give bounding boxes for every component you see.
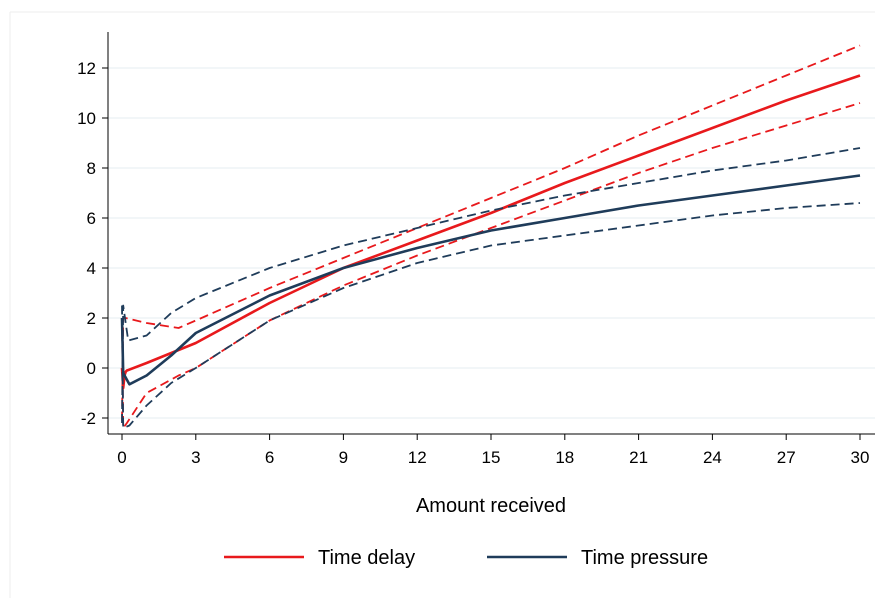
- x-tick-label: 24: [703, 448, 722, 467]
- y-tick-label: -2: [81, 409, 96, 428]
- series-line-time-pressure: [120, 174, 861, 386]
- x-tick-label: 18: [555, 448, 574, 467]
- series-line-time-delay-upper-ci: [121, 44, 861, 421]
- x-tick-label: 30: [851, 448, 870, 467]
- series-line-time-pressure-upper-ci: [121, 147, 861, 424]
- y-tick-label: 10: [77, 109, 96, 128]
- series-line-time-delay-lower-ci: [121, 102, 861, 429]
- grid-lines: [108, 67, 875, 419]
- legend-label-time-delay: Time delay: [318, 547, 415, 569]
- y-ticks: -2 0 2 4 6 8 10 12: [77, 59, 108, 428]
- series-lines: [120, 44, 861, 429]
- legend-label-time-pressure: Time pressure: [581, 547, 708, 569]
- x-tick-label: 6: [265, 448, 274, 467]
- x-tick-label: 15: [482, 448, 501, 467]
- series-line-time-pressure-lower-ci: [121, 202, 861, 429]
- x-tick-label: 12: [408, 448, 427, 467]
- x-axis-title: Amount received: [416, 495, 566, 517]
- x-tick-label: 0: [117, 448, 126, 467]
- x-tick-label: 27: [777, 448, 796, 467]
- y-tick-label: 8: [87, 159, 96, 178]
- y-tick-label: 0: [87, 359, 96, 378]
- y-tick-label: 2: [87, 309, 96, 328]
- x-ticks: 0 3 6 9 12 15 18 21 24 27 30: [117, 434, 869, 467]
- legend: Time delay Time pressure: [224, 547, 708, 569]
- y-tick-label: 6: [87, 209, 96, 228]
- x-tick-label: 9: [339, 448, 348, 467]
- x-tick-label: 21: [629, 448, 648, 467]
- x-tick-label: 3: [191, 448, 200, 467]
- y-tick-label: 4: [87, 259, 96, 278]
- y-tick-label: 12: [77, 59, 96, 78]
- series-line-time-delay: [120, 74, 861, 390]
